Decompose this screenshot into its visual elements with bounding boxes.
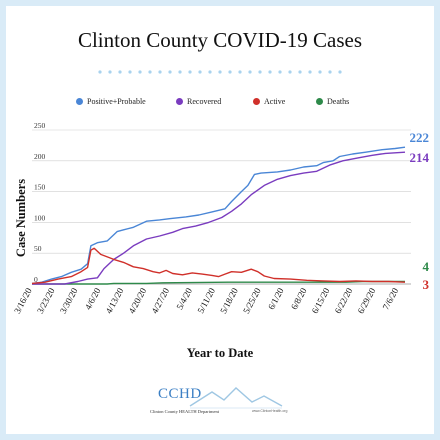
website-url: www.ClintonHealth.org: [252, 409, 288, 413]
x-tick-label: 7/6/20: [381, 286, 401, 311]
series-line-active: [31, 247, 406, 285]
x-tick-label: 5/18/20: [218, 286, 240, 315]
x-tick-label: 6/22/20: [333, 286, 355, 315]
legend-label-active: Active: [264, 97, 286, 106]
divider-dot: [198, 70, 202, 74]
legend-item-deaths: Deaths: [316, 97, 349, 106]
x-tick-label: 6/29/20: [356, 286, 378, 315]
x-tick-label: 6/8/20: [289, 286, 309, 311]
x-tick-label: 4/6/20: [83, 286, 103, 311]
x-tick-label: 3/30/20: [58, 286, 80, 315]
y-axis-label: Case Numbers: [14, 179, 28, 257]
x-tick-label: 5/11/20: [195, 286, 217, 315]
x-tick-label: 6/15/20: [310, 286, 332, 315]
divider-dot: [338, 70, 342, 74]
y-tick-label: 150: [34, 183, 46, 192]
legend-swatch-active: [253, 98, 260, 105]
x-axis-label: Year to Date: [187, 346, 254, 360]
divider-dot: [298, 70, 302, 74]
y-tick-label: 0: [34, 275, 38, 284]
divider-dot: [318, 70, 322, 74]
x-tick-label: 3/23/20: [35, 286, 57, 315]
legend-label-positive: Positive+Probable: [87, 97, 146, 106]
legend-label-deaths: Deaths: [327, 97, 350, 106]
x-tick-label: 6/1/20: [266, 286, 286, 311]
divider-dot: [218, 70, 222, 74]
mountain-icon: [189, 387, 283, 409]
divider-dot: [228, 70, 232, 74]
legend-item-recovered: Recovered: [176, 97, 221, 106]
divider-dot: [268, 70, 272, 74]
chart-card: [6, 6, 434, 434]
x-tick-label: 5/4/20: [174, 286, 194, 311]
divider-dot: [168, 70, 172, 74]
divider-dot: [138, 70, 142, 74]
y-tick-label: 50: [34, 244, 42, 253]
legend-item-active: Active: [253, 97, 285, 106]
divider-dot: [278, 70, 282, 74]
divider-dot: [238, 70, 242, 74]
divider-dot: [258, 70, 262, 74]
divider-dot: [158, 70, 162, 74]
divider-dot: [148, 70, 152, 74]
y-tick-label: 250: [34, 121, 46, 130]
divider-dot: [188, 70, 192, 74]
series-line-positive: [31, 146, 406, 285]
chart-legend: Positive+Probable Recovered Active Death…: [0, 97, 440, 111]
x-tick-label: 4/20/20: [127, 286, 149, 315]
divider-dot: [308, 70, 312, 74]
y-tick-label: 200: [34, 152, 46, 161]
y-tick-label: 100: [34, 213, 46, 222]
legend-item-positive: Positive+Probable: [76, 97, 146, 106]
end-value-label-deaths: 4: [423, 259, 430, 274]
x-tick-label: 4/13/20: [104, 286, 126, 315]
decorative-dot-divider: [98, 70, 342, 74]
legend-swatch-deaths: [316, 98, 323, 105]
legend-swatch-recovered: [176, 98, 183, 105]
end-value-label-recovered: 214: [410, 150, 430, 165]
department-name: Clinton County HEALTH Department: [150, 409, 219, 414]
divider-dot: [108, 70, 112, 74]
chart-title: Clinton County COVID-19 Cases: [77, 28, 363, 52]
end-value-label-positive: 222: [410, 130, 430, 145]
divider-dot: [248, 70, 252, 74]
x-tick-label: 3/16/20: [12, 286, 34, 315]
legend-label-recovered: Recovered: [187, 97, 222, 106]
divider-dot: [128, 70, 132, 74]
divider-dot: [288, 70, 292, 74]
end-value-label-active: 3: [423, 277, 430, 292]
legend-swatch-positive: [76, 98, 83, 105]
logo-text: CCHD: [158, 386, 202, 402]
divider-dot: [98, 70, 102, 74]
x-tick-label: 4/27/20: [149, 286, 171, 315]
x-tick-label: 5/25/20: [241, 286, 263, 315]
footer-logo: CCHD Clinton County HEALTH Department ww…: [150, 384, 310, 424]
series-line-deaths: [32, 280, 405, 285]
divider-dot: [208, 70, 212, 74]
series-line-recovered: [32, 151, 406, 285]
divider-dot: [118, 70, 122, 74]
divider-dot: [178, 70, 182, 74]
divider-dot: [328, 70, 332, 74]
